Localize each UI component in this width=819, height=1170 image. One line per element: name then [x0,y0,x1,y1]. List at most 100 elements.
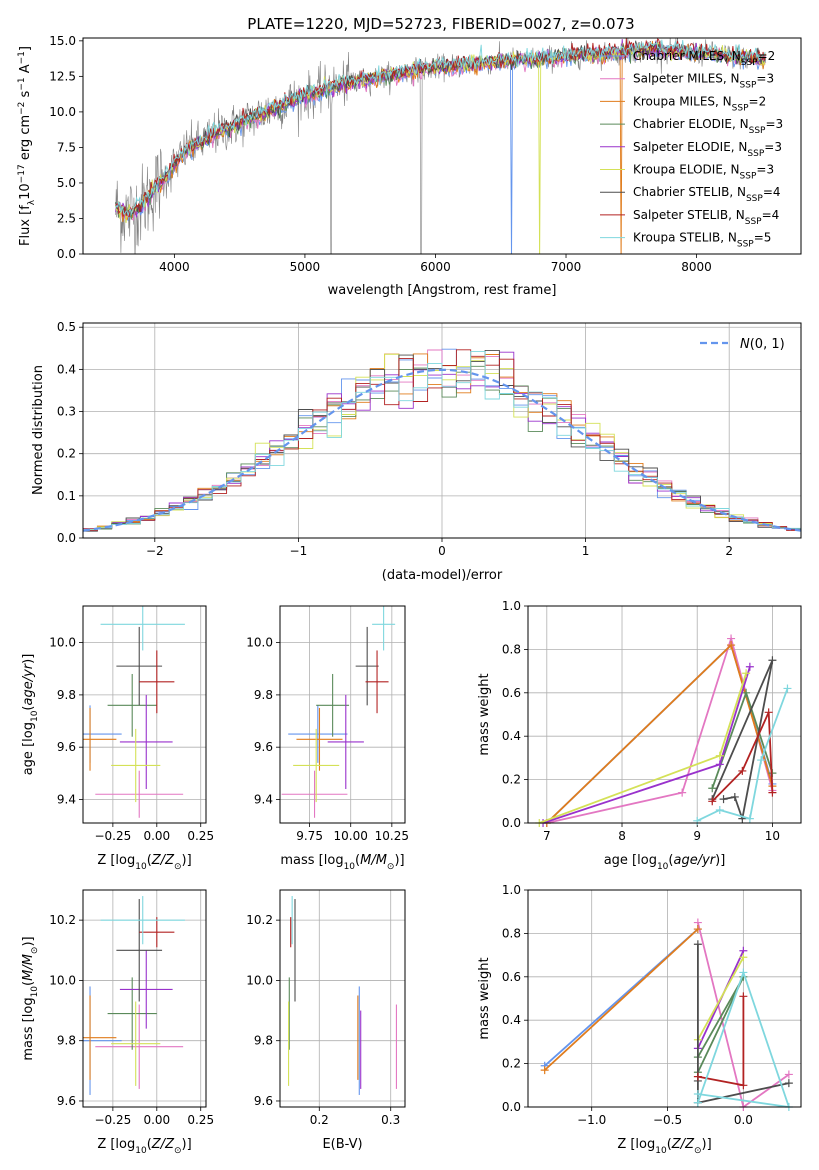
y-axis-label: Normed distribution [31,365,46,495]
y-tick-label: 2.5 [57,211,76,225]
weight-marker [540,1066,549,1075]
legend-entry: Chabrier MILES, NSSP=2 [633,49,775,68]
weight-marker [783,684,792,693]
x-tick-label: 8 [618,829,626,843]
axes-frame [279,605,406,824]
y-tick-label: 1.0 [502,599,521,613]
y-tick-label: 0.4 [57,362,76,376]
y-tick-label: 10.0 [246,973,273,987]
y-tick-label: 10.0 [49,105,76,119]
axes-frame [527,605,802,824]
axes-frame [82,322,802,539]
weight-marker [739,953,748,962]
y-tick-label: 0.0 [57,247,76,261]
legend-entry: Kroupa MILES, NSSP=2 [633,94,766,113]
legend-entry: Chabrier ELODIE, NSSP=3 [633,117,783,136]
x-tick-label: 1 [582,544,590,558]
weight-marker [784,1079,793,1088]
plot-layer: 4000 5000 6000 7000 80000.02.55.07.510.012.5… [17,34,802,1156]
y-tick-label: 10.2 [49,913,76,927]
x-tick-label: 5000 [290,260,321,274]
weight-marker [742,688,751,697]
y-tick-label: 10.2 [246,913,273,927]
gaussian-curve [82,368,802,532]
axes-frame [82,605,207,824]
x-tick-label: 0.3 [381,1113,400,1127]
x-tick-label: 10.25 [375,829,409,843]
y-tick-label: 0.0 [57,531,76,545]
y-tick-label: 9.6 [57,1094,76,1108]
weight-marker [715,805,724,814]
x-axis-label: (data-model)/error [382,568,503,583]
weight-line [546,643,774,823]
y-tick-label: 9.4 [254,792,273,806]
weight-marker [738,766,747,775]
x-tick-label: 0.00 [143,829,170,843]
weight-line [711,711,774,802]
x-tick-label: 0.25 [187,829,214,843]
weight-marker [768,656,777,665]
weight-marker [708,784,717,793]
y-tick-label: 9.8 [57,688,76,702]
x-axis-label: Z [log10(Z/Z⊙)] [97,1137,191,1156]
weight-marker [764,708,773,717]
x-tick-label: 0.00 [143,1113,170,1127]
y-tick-label: 0.6 [502,970,521,984]
y-tick-label: 0.1 [57,489,76,503]
weight-marker [719,795,728,804]
y-tick-label: 10.0 [49,973,76,987]
y-tick-label: 0.2 [57,447,76,461]
weight-marker [730,792,739,801]
weight-line [546,635,774,823]
weight-line [697,969,790,1107]
x-tick-label: 0 [438,544,446,558]
weight-marker [693,1089,702,1098]
weight-marker [708,797,717,806]
y-axis-label: mass weight [477,673,492,755]
x-axis-label: E(B-V) [322,1137,362,1152]
y-tick-label: 9.6 [254,740,273,754]
y-tick-label: 0.5 [57,320,76,334]
y-tick-label: 9.4 [57,792,76,806]
weight-marker [745,814,754,823]
model-line [115,40,766,217]
y-axis-label: mass weight [477,957,492,1039]
y-tick-label: 0.0 [502,816,521,830]
figure-title: PLATE=1220, MJD=52723, FIBERID=0027, z=0… [247,15,634,33]
x-axis-label: mass [log10(M/M⊙)] [280,853,404,872]
weight-marker [784,1070,793,1079]
y-tick-label: 0.8 [502,926,521,940]
y-tick-label: 12.5 [49,69,76,83]
y-tick-label: 9.6 [57,740,76,754]
weight-marker [693,1072,702,1081]
y-tick-label: 0.4 [502,729,521,743]
y-axis-label: mass [log10(M/M⊙)] [21,936,40,1060]
weight-marker [745,662,754,671]
axes-frame [82,889,207,1108]
legend-entry: Salpeter STELIB, NSSP=4 [633,208,779,227]
x-tick-label: −0.25 [94,829,131,843]
y-tick-label: 0.6 [502,686,521,700]
x-tick-label: 0.25 [187,1113,214,1127]
weight-marker [715,751,724,760]
weight-marker [693,816,702,825]
x-tick-label: −2 [146,544,164,558]
y-tick-label: 15.0 [49,34,76,48]
x-tick-label: 8000 [681,260,712,274]
weight-marker [768,788,777,797]
y-tick-label: 9.8 [57,1034,76,1048]
y-tick-label: 0.8 [502,642,521,656]
y-tick-label: 0.2 [502,1057,521,1071]
weight-marker [678,788,687,797]
legend-entry: Salpeter ELODIE, NSSP=3 [633,140,782,159]
weight-marker [693,940,702,949]
weight-marker [693,1098,702,1107]
x-tick-label: 4000 [159,260,190,274]
x-tick-label: 9 [693,829,701,843]
x-tick-label: 10.00 [334,829,368,843]
legend-entry: Chabrier STELIB, NSSP=4 [633,185,781,204]
x-tick-label: 0.2 [310,1113,329,1127]
axes-frame [82,37,802,255]
x-tick-label: −1 [290,544,308,558]
